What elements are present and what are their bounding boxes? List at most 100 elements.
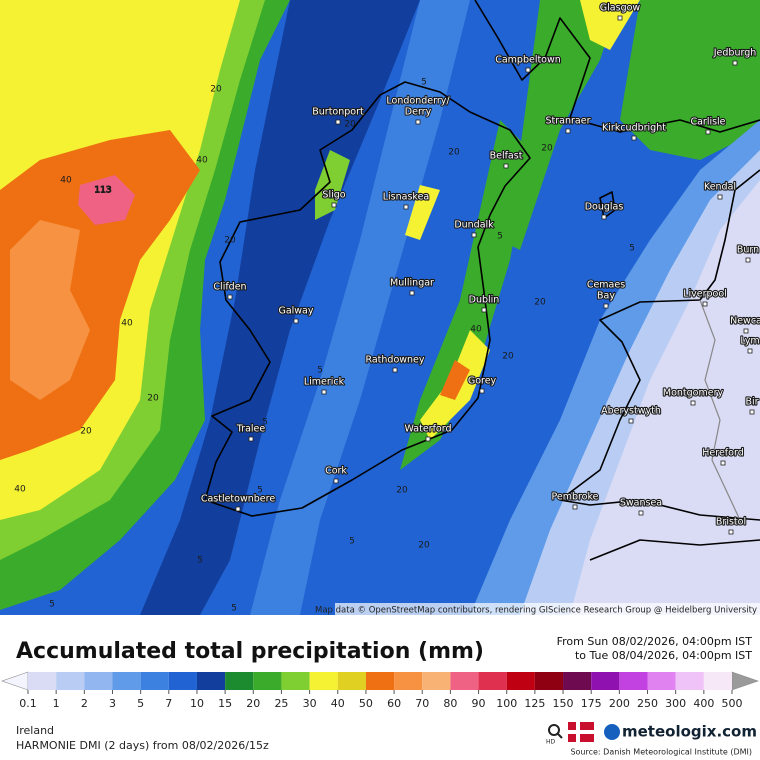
contour-label: 5 [49,600,55,610]
brand-logo [604,724,620,740]
tick-label: 200 [609,697,630,710]
contour-label: 20 [80,427,92,437]
city-label: Pembroke [551,492,598,503]
city-dot [248,436,254,442]
color-swatch [478,672,507,690]
city-dot [747,348,753,354]
tick-label: 90 [472,697,486,710]
city-dot [293,318,299,324]
city-dot [235,506,241,512]
city-label: Dundalk [454,220,494,231]
color-swatch [394,672,423,690]
city-label: Newca [730,316,760,327]
contour-label: 20 [534,298,546,308]
city-label: Gorey [468,376,497,387]
contour-label: 5 [262,418,268,428]
contour-label: 113 [94,186,111,196]
contour-label: 40 [470,325,482,335]
dark-band [140,0,420,615]
tick-label: 10 [190,697,204,710]
color-swatch [28,672,57,690]
tick-label: 2 [81,697,88,710]
contour-label: 5 [231,604,237,614]
color-swatch [703,672,732,690]
color-swatch [84,672,113,690]
city-dot [705,129,711,135]
city-label: Bristol [716,517,746,528]
city-label: Burn [737,245,759,256]
hd-label: HD [546,739,556,746]
city-dot [617,15,623,21]
under-arrow [1,671,29,691]
city-dot [565,128,571,134]
color-swatch [281,672,310,690]
city-label: Kirkcudbright [602,123,666,134]
city-dot [425,436,431,442]
city-label: Lisnaskea [383,192,430,203]
contour-label: 5 [421,78,427,88]
precipitation-map: Map data © OpenStreetMap contributors, r… [0,0,760,616]
city-label: Jedburgh [713,48,757,59]
tick-label: 50 [359,697,373,710]
brand[interactable]: meteologix.com [622,723,757,741]
green-north [500,0,620,250]
ireland-coast [204,81,531,517]
region: Ireland [16,724,54,737]
city-layer: Glasgow Campbeltown Jedburgh Burtonport Lond… [200,1,760,535]
city-label: Campbeltown [495,55,561,66]
city-dot [409,290,415,296]
city-dot [631,135,637,141]
contour-label: 20 [344,120,356,130]
tick-label: 40 [331,697,345,710]
city-dot [732,60,738,66]
color-swatch [675,672,704,690]
city-dot [415,108,421,114]
color-swatch [591,672,620,690]
tick-label: 175 [581,697,602,710]
color-swatch [450,672,479,690]
tick-label: 15 [218,697,232,710]
contour-label: 40 [60,176,72,186]
tick-label: 100 [496,697,517,710]
contour-label: 20 [541,144,553,154]
tick-label: 0.1 [19,697,37,710]
city-dot [479,388,485,394]
city-label: Mullingar [390,278,434,289]
city-dot [601,214,607,220]
zoom-icon[interactable] [548,724,560,736]
city-label: Montgomery [663,388,724,399]
city-dot [481,307,487,313]
color-swatch [225,672,254,690]
city-label: Stranraer [546,116,591,127]
devon-coast [589,539,760,561]
contour-label: 20 [502,352,514,362]
color-swatch [112,672,141,690]
city-label: Swansea [620,498,662,509]
contour-label: 5 [629,244,635,254]
color-swatch [422,672,451,690]
city-dot [471,232,477,238]
color-swatch [563,672,592,690]
city-label: Clifden [213,282,246,293]
color-swatch [196,672,226,690]
border-line [699,299,741,521]
color-swatch [619,672,648,690]
contour-label: 20 [224,236,236,246]
city-label: Bay [597,291,615,302]
tick-label: 150 [553,697,574,710]
city-dot [717,194,723,200]
color-swatch [534,672,564,690]
city-label: Dublin [469,295,500,306]
city-dot [690,400,696,406]
city-dot [745,257,751,263]
city-dot [335,119,341,125]
contour-layer: 113 40 40 40 20 20 20 40 20 5 5 5 20 5 20 40 20 5 20 5 5 20 5 2… [14,78,635,614]
orange-light [10,220,90,400]
city-dot [603,303,609,309]
contour-label: 20 [396,486,408,496]
isle-of-man [599,191,616,219]
green-scotland [620,0,760,160]
city-label: Lym [740,336,759,347]
date-from: From Sun 08/02/2026, 04:00pm IST [557,635,753,648]
city-label: Limerick [304,377,345,388]
